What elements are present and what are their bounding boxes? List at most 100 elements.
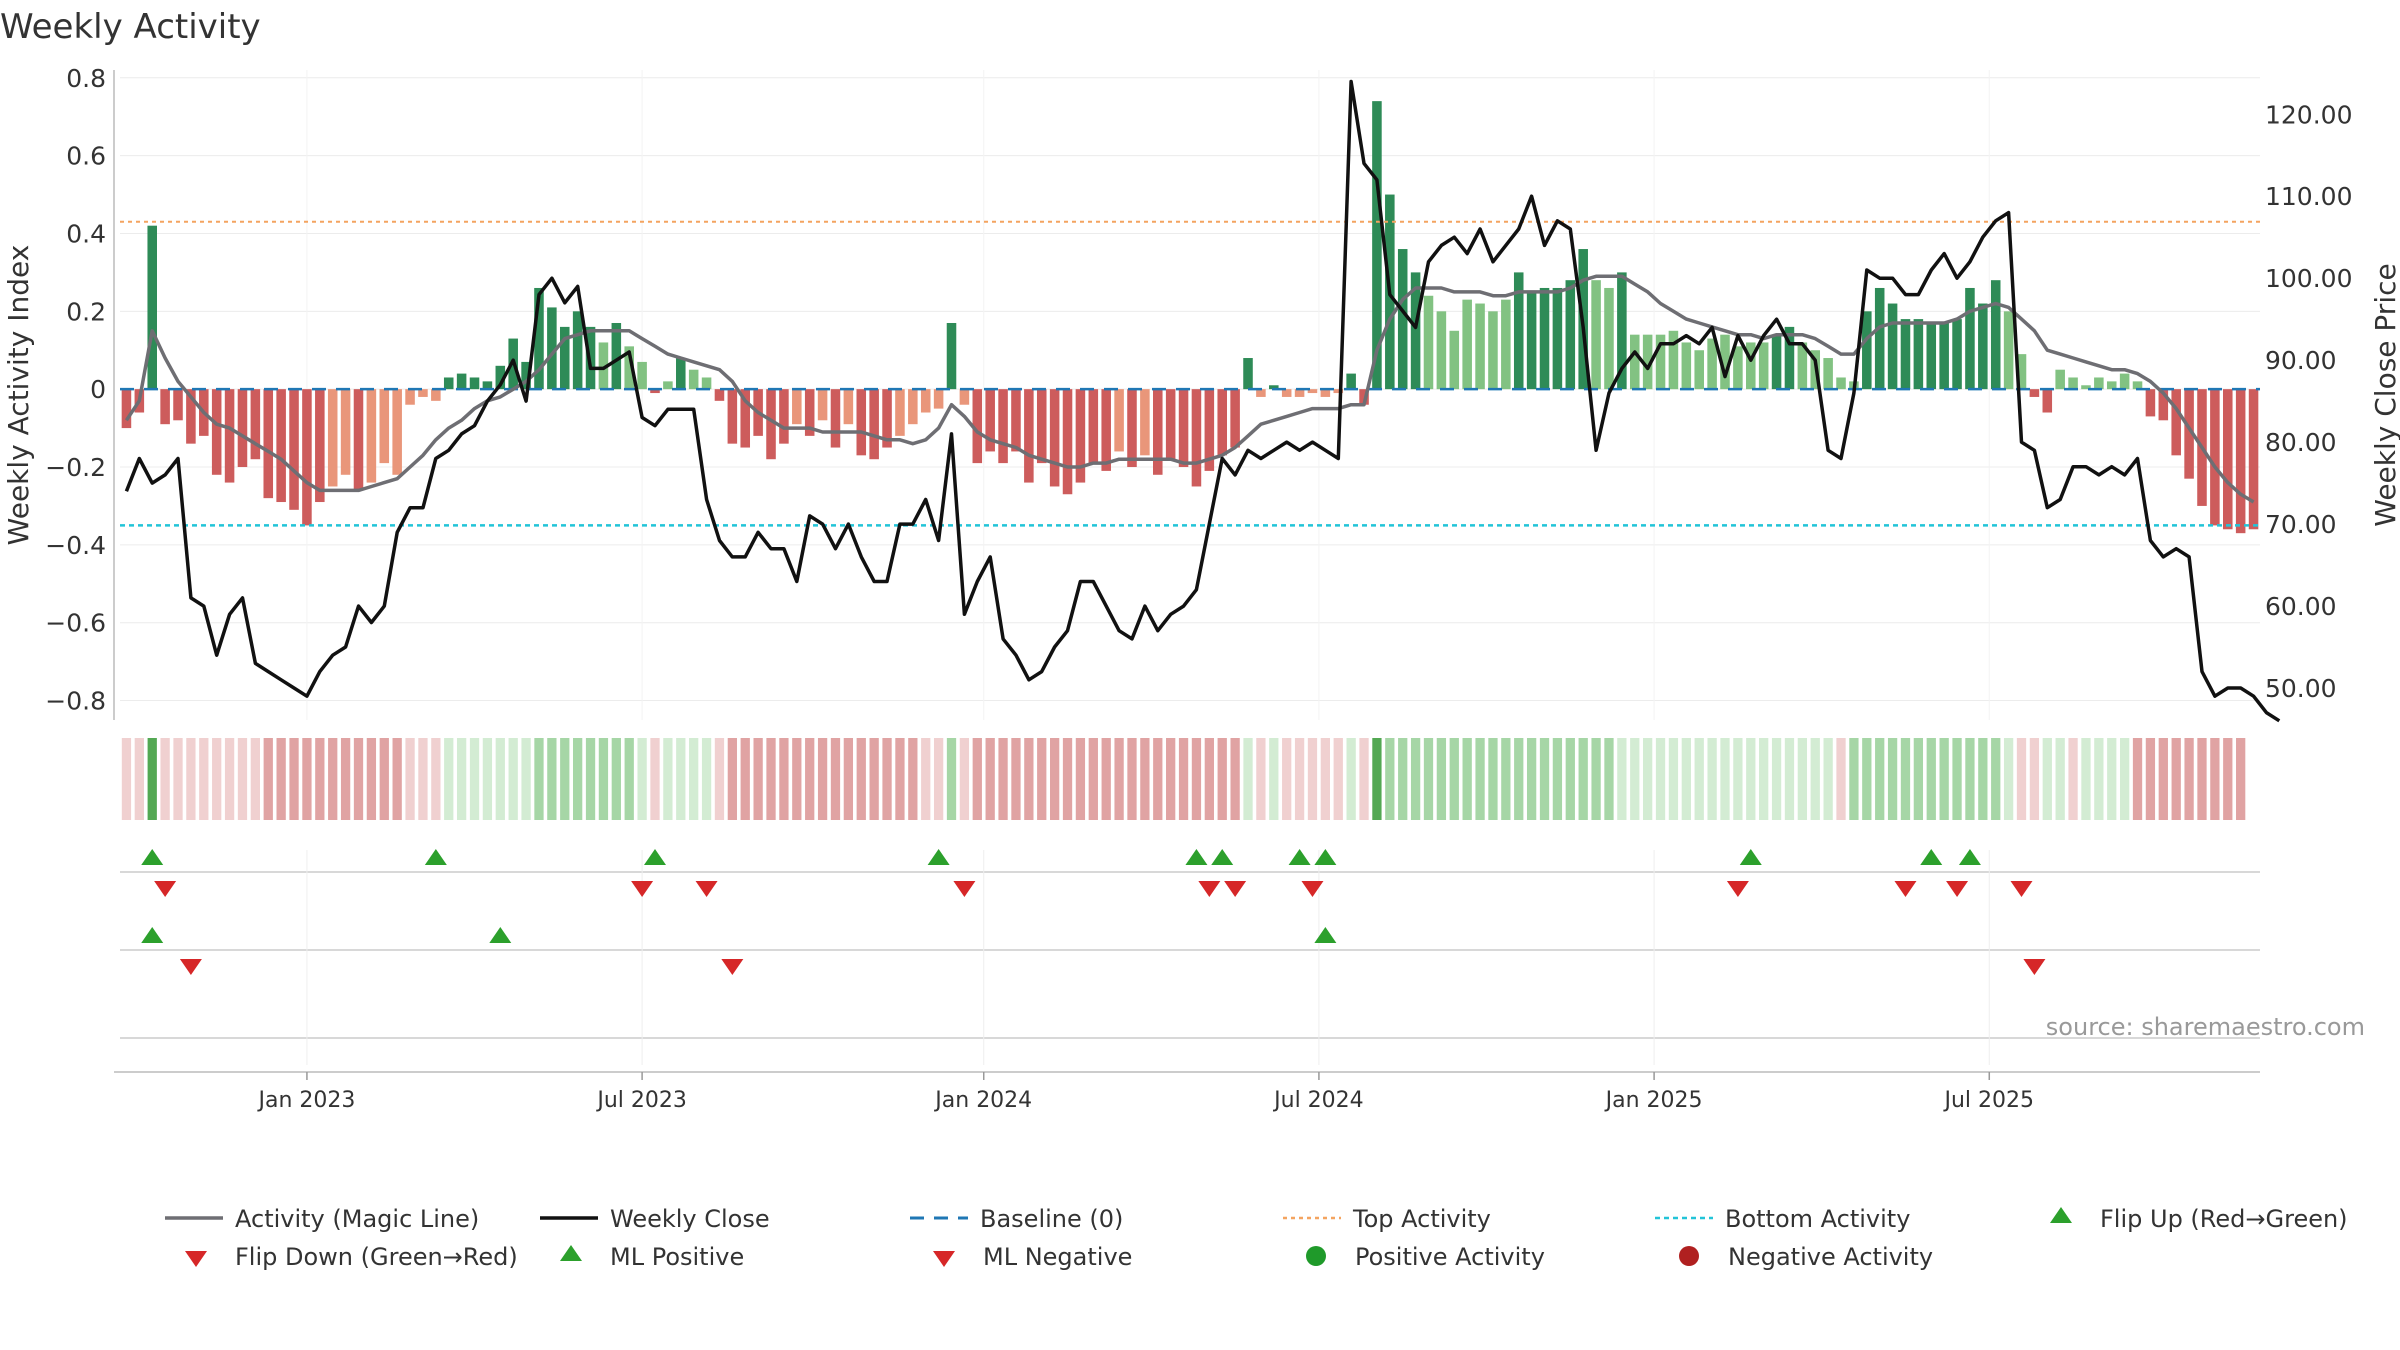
activity-bar <box>1797 342 1808 390</box>
y2-axis: 120.00 110.00 100.00 90.00 80.00 70.00 60.00 50… <box>2265 100 2352 703</box>
activity-bar <box>2042 389 2053 413</box>
signal-strip-cell <box>1501 738 1511 820</box>
signal-strip-cell <box>1733 738 1743 820</box>
signal-strip-cell <box>2132 738 2143 820</box>
flip-up-swatch-icon <box>2050 1207 2072 1223</box>
signal-strip-cell <box>2158 738 2168 820</box>
signal-strip-cell <box>805 738 815 820</box>
activity-bar <box>1178 389 1189 468</box>
signal-strip-cell <box>1307 738 1318 820</box>
signal-strip-cell <box>1320 738 1331 820</box>
activity-bar <box>701 377 712 390</box>
x-tick-label: Jan 2024 <box>933 1088 1032 1113</box>
signal-strip-cell <box>2197 738 2207 820</box>
signal-strip-cell <box>2094 738 2104 820</box>
activity-bar <box>2055 369 2065 390</box>
activity-bar <box>1397 249 1408 390</box>
activity-bar <box>714 389 725 401</box>
activity-bar <box>276 389 286 503</box>
legend-item-baseline: Baseline (0) <box>910 1205 1123 1233</box>
signal-strip-cell <box>1771 738 1782 820</box>
signal-strip-cell <box>972 738 982 820</box>
signal-strip-cell <box>1823 738 1833 820</box>
activity-bar <box>1423 295 1434 390</box>
legend-item-flipup: Flip Up (Red→Green) <box>2050 1205 2348 1233</box>
ml-positive-swatch-icon <box>560 1245 582 1261</box>
signal-strip-cell <box>1539 738 1550 820</box>
activity-bar <box>1874 287 1885 390</box>
activity-bar <box>1836 377 1846 390</box>
signal-strip-cell <box>908 738 918 820</box>
activity-bar <box>1604 287 1614 390</box>
signal-strip-cell <box>1488 738 1498 820</box>
legend-label: ML Negative <box>983 1243 1132 1271</box>
signal-strip-cell <box>1269 738 1279 820</box>
activity-bar <box>1475 303 1485 390</box>
signal-strip-cell <box>173 738 183 820</box>
signal-strip-cell <box>2145 738 2156 820</box>
signal-strip-cell <box>1643 738 1653 820</box>
signal-strip-cell <box>1217 738 1227 820</box>
signal-strip-cell <box>1630 738 1640 820</box>
activity-bar <box>920 389 931 413</box>
activity-bar <box>173 389 183 421</box>
signal-strip-cell <box>882 738 892 820</box>
event-markers <box>120 849 2260 1065</box>
magic-line-series <box>124 274 2255 504</box>
signal-strip-cell <box>792 738 802 820</box>
signal-strip-cell <box>1475 738 1485 820</box>
activity-bar <box>1501 299 1511 390</box>
signal-strip-cell <box>817 738 828 820</box>
legend-item-close: Weekly Close <box>540 1205 770 1233</box>
activity-bar <box>431 389 441 401</box>
signal-strip-cell <box>843 738 854 820</box>
activity-bar <box>830 389 841 448</box>
signal-strip-cell <box>1294 738 1305 820</box>
ml-negative-marker <box>179 959 202 975</box>
flip-up-marker <box>1185 849 1208 865</box>
signal-strip-cell <box>392 738 402 820</box>
signal-strip-cell <box>1062 738 1073 820</box>
signal-strip-cell <box>1011 738 1021 820</box>
activity-bar <box>1733 346 1743 390</box>
activity-bar <box>1862 311 1872 390</box>
signal-strip-cell <box>1075 738 1086 820</box>
legend-item-posact: Positive Activity <box>1306 1243 1545 1271</box>
activity-bar <box>650 389 660 394</box>
signal-strip-cell <box>379 738 389 820</box>
y-tick-label: −0.8 <box>45 687 106 716</box>
activity-bar <box>2132 381 2143 390</box>
activity-bar <box>327 389 338 487</box>
activity-bar <box>1552 287 1563 390</box>
activity-bar <box>392 389 402 475</box>
signal-strip-cell <box>1952 738 1962 820</box>
activity-bar <box>1668 330 1679 390</box>
y-axis: 0.8 0.6 0.4 0.2 0 −0.2 −0.4 −0.6 −0.8 <box>45 64 115 720</box>
y-tick-label: 0.2 <box>66 297 106 326</box>
signal-strip-cell <box>1900 738 1911 820</box>
chart-title: Weekly Activity <box>0 7 261 47</box>
signal-strip-cell <box>2107 738 2117 820</box>
activity-bar <box>1436 311 1447 390</box>
activity-bar <box>1449 330 1460 390</box>
signal-strip-cell <box>985 738 995 820</box>
ml-positive-marker <box>489 927 512 943</box>
signal-strip-cell <box>1655 738 1666 820</box>
signal-strip-cell <box>1939 738 1949 820</box>
signal-strip-cell <box>2184 738 2194 820</box>
legend-label: Top Activity <box>1352 1205 1491 1233</box>
activity-bar <box>2106 381 2117 390</box>
activity-bar <box>1720 334 1730 390</box>
signal-strip-cell <box>2210 738 2220 820</box>
flip-down-marker <box>695 881 718 897</box>
activity-bars <box>121 101 2259 534</box>
activity-bar <box>1333 389 1344 394</box>
activity-bar <box>2171 389 2181 456</box>
signal-strip-cell <box>921 738 931 820</box>
activity-bar <box>1024 389 1034 483</box>
flip-down-marker <box>154 881 177 897</box>
legend-item-magic: Activity (Magic Line) <box>165 1205 479 1233</box>
activity-bar <box>1372 101 1382 390</box>
activity-bar <box>547 307 557 390</box>
signal-strip-cell <box>946 738 957 820</box>
